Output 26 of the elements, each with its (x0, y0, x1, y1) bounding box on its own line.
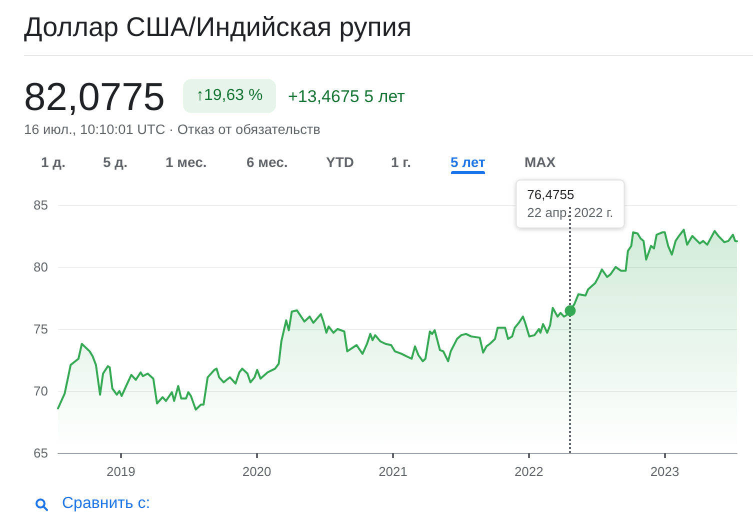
x-tick-label: 2022 (514, 464, 544, 479)
text: 1 мес. (166, 154, 207, 170)
ref-line-label: 22 апр. 2022 г. (527, 205, 614, 220)
y-tick-label: 70 (34, 384, 48, 398)
text: 76,4755 (527, 187, 574, 202)
y-tick-label: 85 (34, 198, 48, 212)
text: 6 мес. (246, 154, 288, 170)
text: Сравнить с: (62, 495, 150, 514)
x-tick-label: 2020 (242, 464, 272, 479)
x-tick-label: 2019 (106, 464, 136, 479)
text: 5 лет (450, 154, 486, 170)
text: 5 д. (103, 154, 128, 170)
y-tick-label: 65 (34, 446, 48, 460)
y-tick-label: 75 (34, 322, 48, 336)
text: 1 г. (391, 154, 411, 170)
x-tick-label: 2021 (378, 464, 408, 479)
text: 16 июл., 10:10:01 UTC · Отказ от обязательств (24, 122, 320, 138)
text: MAX (524, 154, 556, 170)
chart-title: Доллар США/Индийская рупия (24, 12, 412, 44)
text: +13,4675 5 лет (288, 87, 405, 107)
x-tick-label: 2023 (650, 464, 680, 479)
text: YTD (326, 154, 354, 170)
text: 82,0775 (24, 76, 165, 121)
change-badge: ↑19,63 % (183, 79, 276, 113)
text: 1 д. (41, 154, 66, 170)
y-tick-label: 80 (34, 260, 48, 274)
